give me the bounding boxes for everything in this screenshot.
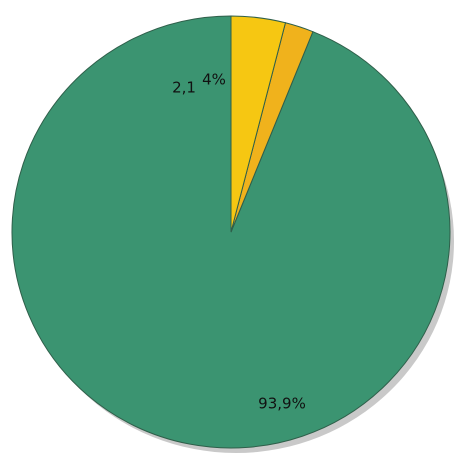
pie-slice-label-3: 4% <box>202 71 226 89</box>
pie-slice-3 <box>230 15 287 233</box>
pie-slices <box>11 15 451 449</box>
pie-slice-label-1: 93,9% <box>258 395 306 413</box>
pie-labels: 93,9% 2,1 4% <box>172 71 306 413</box>
pie-slice-label-2: 2,1 <box>172 79 196 97</box>
